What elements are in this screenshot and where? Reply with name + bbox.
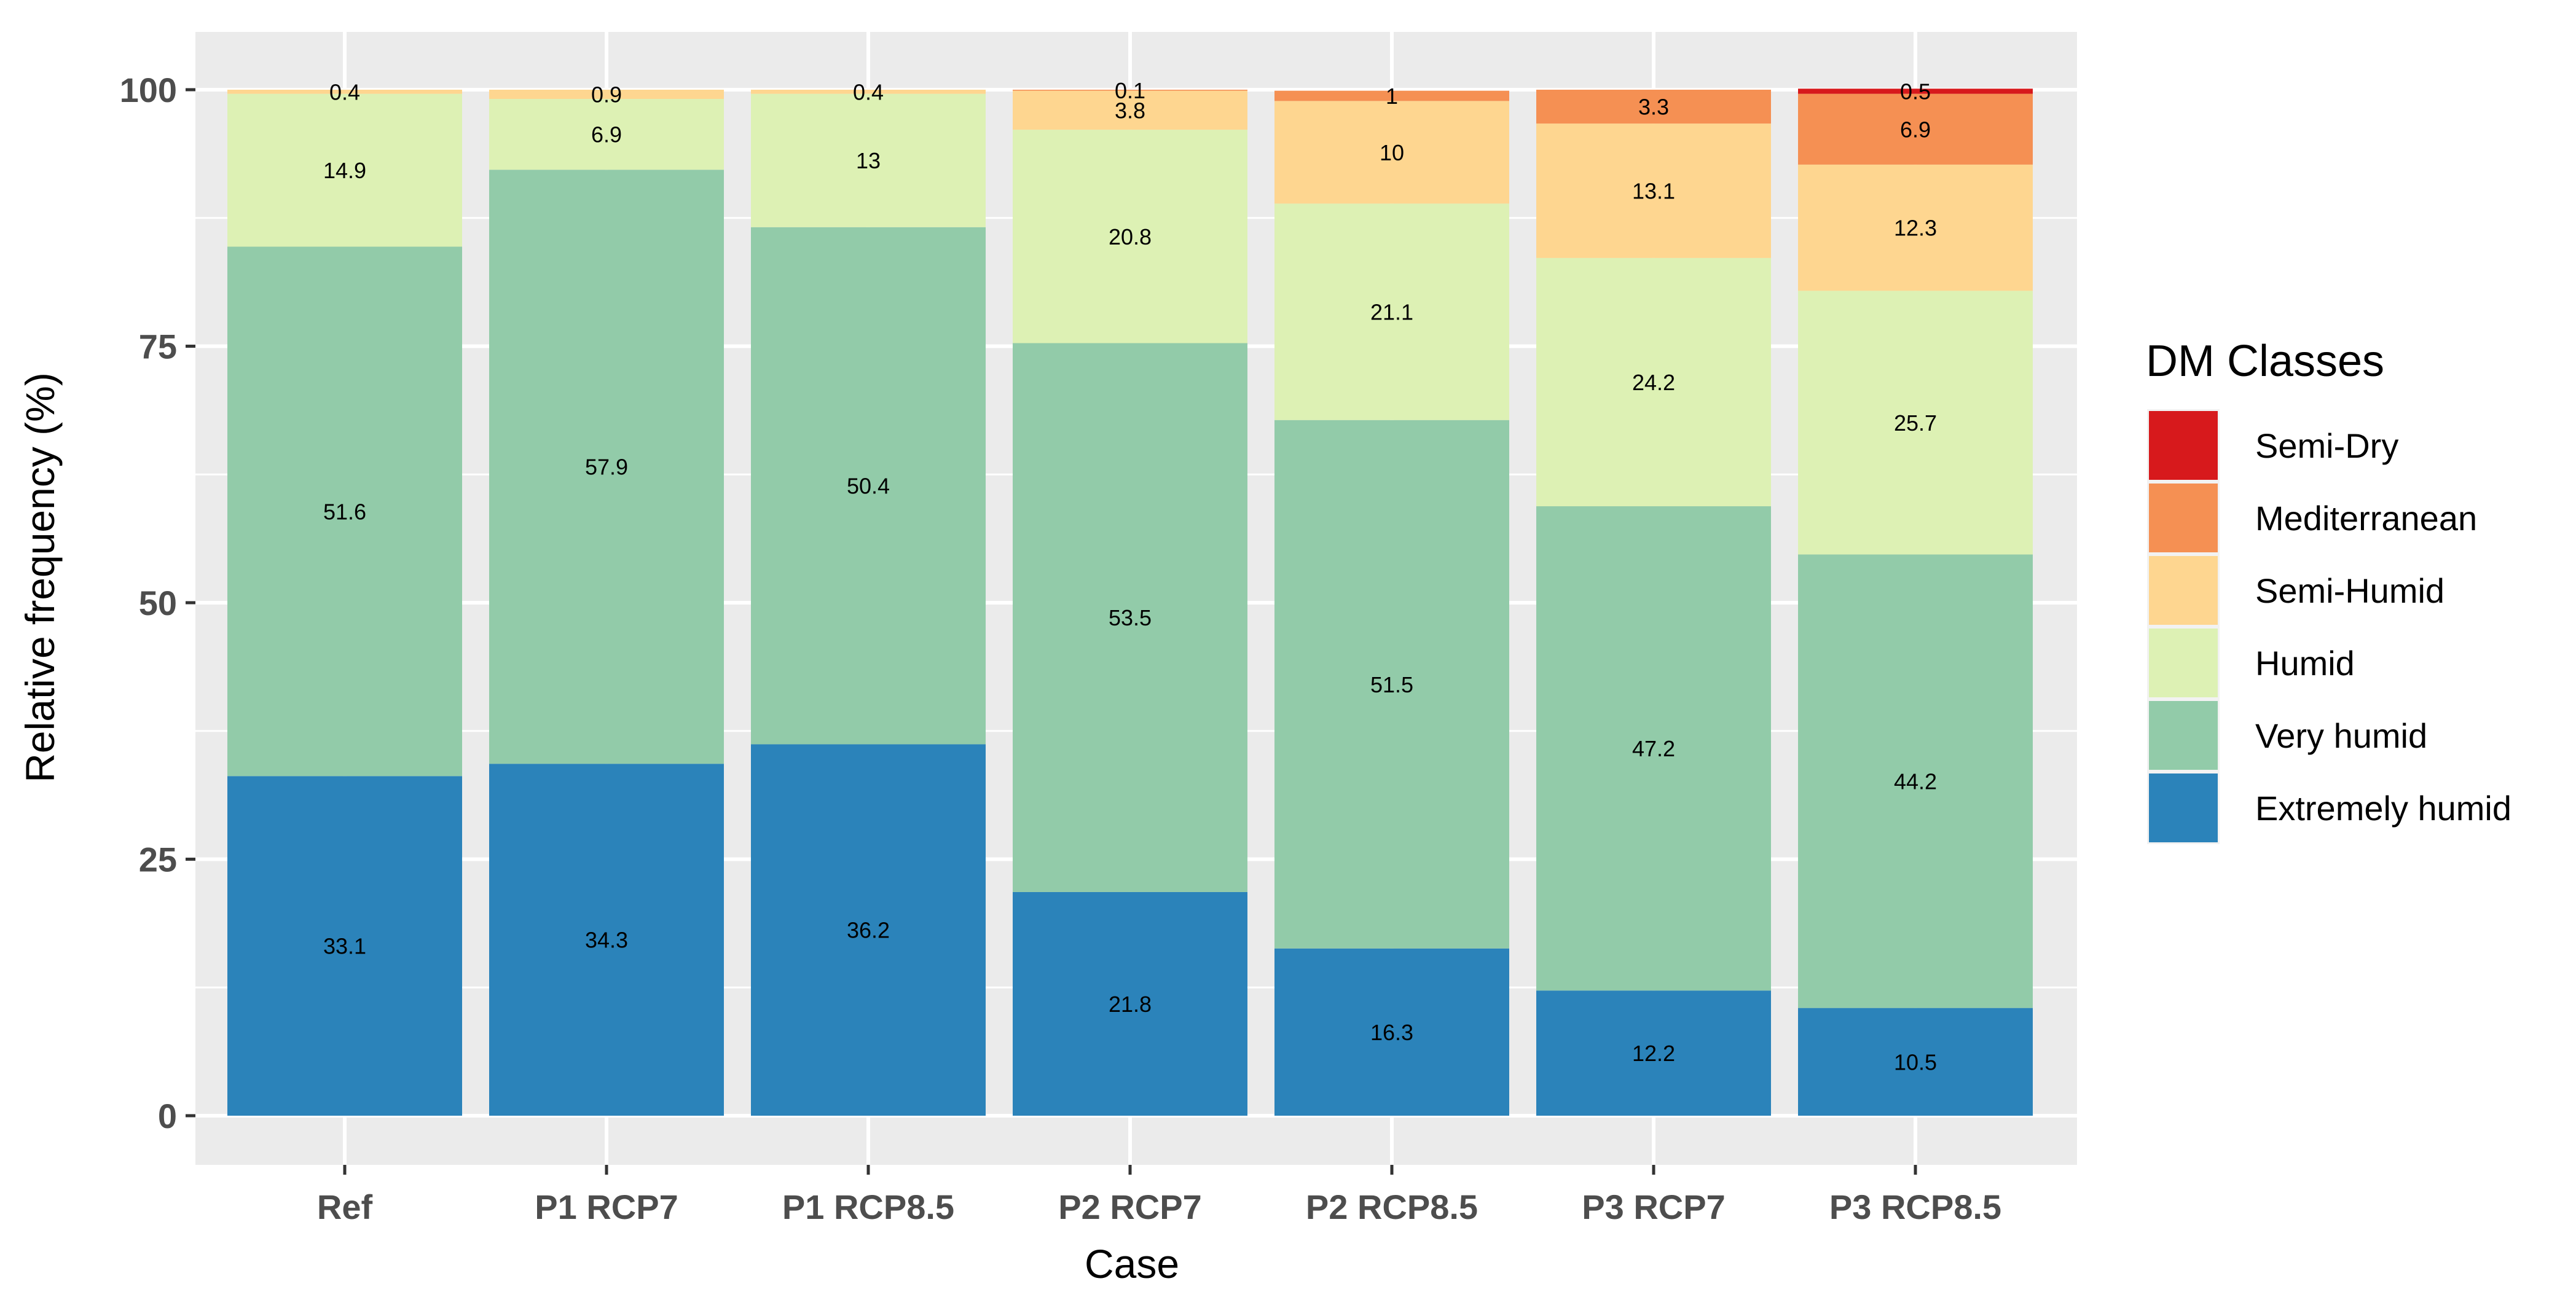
bar-segment — [751, 93, 986, 227]
bar-segment — [1274, 420, 1509, 949]
bar-segment — [1013, 90, 1247, 91]
x-tick-label: P2 RCP8.5 — [1306, 1188, 1478, 1226]
y-tick-label: 25 — [139, 840, 177, 879]
bar-segment — [1013, 130, 1247, 343]
segment-value-label: 10 — [1380, 140, 1404, 165]
segment-value-label: 12.2 — [1632, 1041, 1675, 1066]
segment-value-label: 0.1 — [1115, 78, 1145, 103]
segment-value-label: 1 — [1386, 84, 1398, 109]
bar-segment — [751, 744, 986, 1116]
legend-label: Mediterranean — [2255, 499, 2477, 538]
segment-value-label: 33.1 — [323, 934, 366, 959]
segment-value-label: 21.1 — [1370, 300, 1413, 325]
bar-segment — [1536, 257, 1771, 507]
segment-value-label: 36.2 — [847, 918, 890, 943]
segment-value-label: 50.4 — [847, 474, 890, 499]
y-axis: 0 25 50 75 100 — [120, 71, 195, 1135]
segment-value-label: 25.7 — [1894, 410, 1937, 436]
bar-segment — [1798, 291, 2033, 555]
segment-value-label: 57.9 — [585, 455, 628, 480]
bar-segment — [1798, 164, 2033, 291]
legend-key — [2149, 411, 2218, 480]
legend-label: Extremely humid — [2255, 789, 2511, 828]
segment-value-label: 0.4 — [853, 79, 884, 104]
y-tick-label: 50 — [139, 584, 177, 622]
segment-value-label: 12.3 — [1894, 216, 1937, 241]
bar-segment — [1536, 90, 1771, 124]
legend-label: Humid — [2255, 644, 2355, 683]
x-tick-label: P1 RCP8.5 — [782, 1188, 954, 1226]
segment-value-label: 16.3 — [1370, 1020, 1413, 1045]
bar-segment — [1274, 203, 1509, 420]
segment-value-label: 51.6 — [323, 499, 366, 524]
bar-segment — [1798, 93, 2033, 165]
segment-value-label: 24.2 — [1632, 370, 1675, 395]
bars — [227, 88, 2033, 1116]
segment-value-label: 20.8 — [1109, 224, 1152, 249]
segment-value-label: 0.4 — [329, 79, 360, 104]
bar-segment — [1798, 554, 2033, 1008]
segment-value-label: 6.9 — [1900, 117, 1931, 142]
y-tick-label: 75 — [139, 327, 177, 366]
bar-segment — [1274, 90, 1509, 101]
segment-value-label: 3.8 — [1115, 98, 1145, 123]
x-tick-label: Ref — [317, 1188, 373, 1226]
bar-segment — [751, 227, 986, 745]
legend-label: Very humid — [2255, 716, 2427, 755]
legend-title: DM Classes — [2146, 337, 2384, 386]
segment-value-label: 21.8 — [1109, 992, 1152, 1017]
bar-segment — [1798, 88, 2033, 94]
x-tick-label: P1 RCP7 — [535, 1188, 678, 1226]
bar-segment — [1274, 101, 1509, 204]
segment-value-label: 0.5 — [1900, 79, 1931, 104]
segment-value-label: 47.2 — [1632, 736, 1675, 761]
x-tick-label: P3 RCP8.5 — [1829, 1188, 2001, 1226]
bar-segment — [227, 246, 462, 777]
segment-value-label: 44.2 — [1894, 769, 1937, 794]
bar-segment — [1013, 891, 1247, 1116]
bar-segment — [227, 90, 462, 94]
bar-segment — [1013, 90, 1247, 130]
legend-key — [2149, 556, 2218, 625]
bar-segment — [751, 90, 986, 94]
bar-segment — [227, 93, 462, 247]
bar-segment — [1798, 1008, 2033, 1116]
x-tick-label: P3 RCP7 — [1582, 1188, 1725, 1226]
bar-segment — [1013, 343, 1247, 892]
legend-key — [2149, 629, 2218, 697]
legend: DM Classes Semi-Dry Mediterranean Semi-Hum… — [2146, 337, 2511, 844]
segment-value-label: 14.9 — [323, 158, 366, 183]
segment-value-label: 53.5 — [1109, 605, 1152, 630]
segment-value-label: 51.5 — [1370, 672, 1413, 697]
legend-key — [2149, 484, 2218, 552]
segment-value-label: 6.9 — [591, 122, 622, 147]
bar-segment — [489, 170, 724, 764]
segment-value-label: 3.3 — [1638, 95, 1669, 120]
bar-segment — [1536, 990, 1771, 1116]
bar-segment — [227, 776, 462, 1116]
x-tick-label: P2 RCP7 — [1058, 1188, 1201, 1226]
segment-value-label: 13.1 — [1632, 178, 1675, 203]
bar-segment — [1536, 506, 1771, 991]
y-tick-label: 0 — [158, 1097, 177, 1135]
x-axis-title: Case — [1085, 1241, 1179, 1286]
segment-labels: 33.1 51.6 14.9 0.4 34.3 57.9 6.9 0.9 36.2 50.4 13 0… — [323, 78, 1937, 1075]
x-axis: Ref P1 RCP7 P1 RCP8.5 P2 RCP7 P2 RCP8.5 P3 RC… — [317, 1165, 2001, 1226]
segment-value-label: 10.5 — [1894, 1049, 1937, 1075]
y-axis-title: Relative frequency (%) — [17, 372, 63, 783]
segment-value-label: 0.9 — [591, 82, 622, 108]
legend-label: Semi-Dry — [2255, 426, 2398, 465]
bar-segment — [1536, 123, 1771, 258]
segment-value-label: 34.3 — [585, 928, 628, 953]
bar-segment — [489, 90, 724, 100]
segment-value-label: 13 — [856, 148, 881, 173]
bar-segment — [1274, 948, 1509, 1116]
legend-key — [2149, 701, 2218, 770]
bar-segment — [489, 764, 724, 1116]
legend-key — [2149, 773, 2218, 842]
y-tick-label: 100 — [120, 71, 177, 109]
legend-label: Semi-Humid — [2255, 571, 2444, 610]
bar-segment — [489, 99, 724, 170]
